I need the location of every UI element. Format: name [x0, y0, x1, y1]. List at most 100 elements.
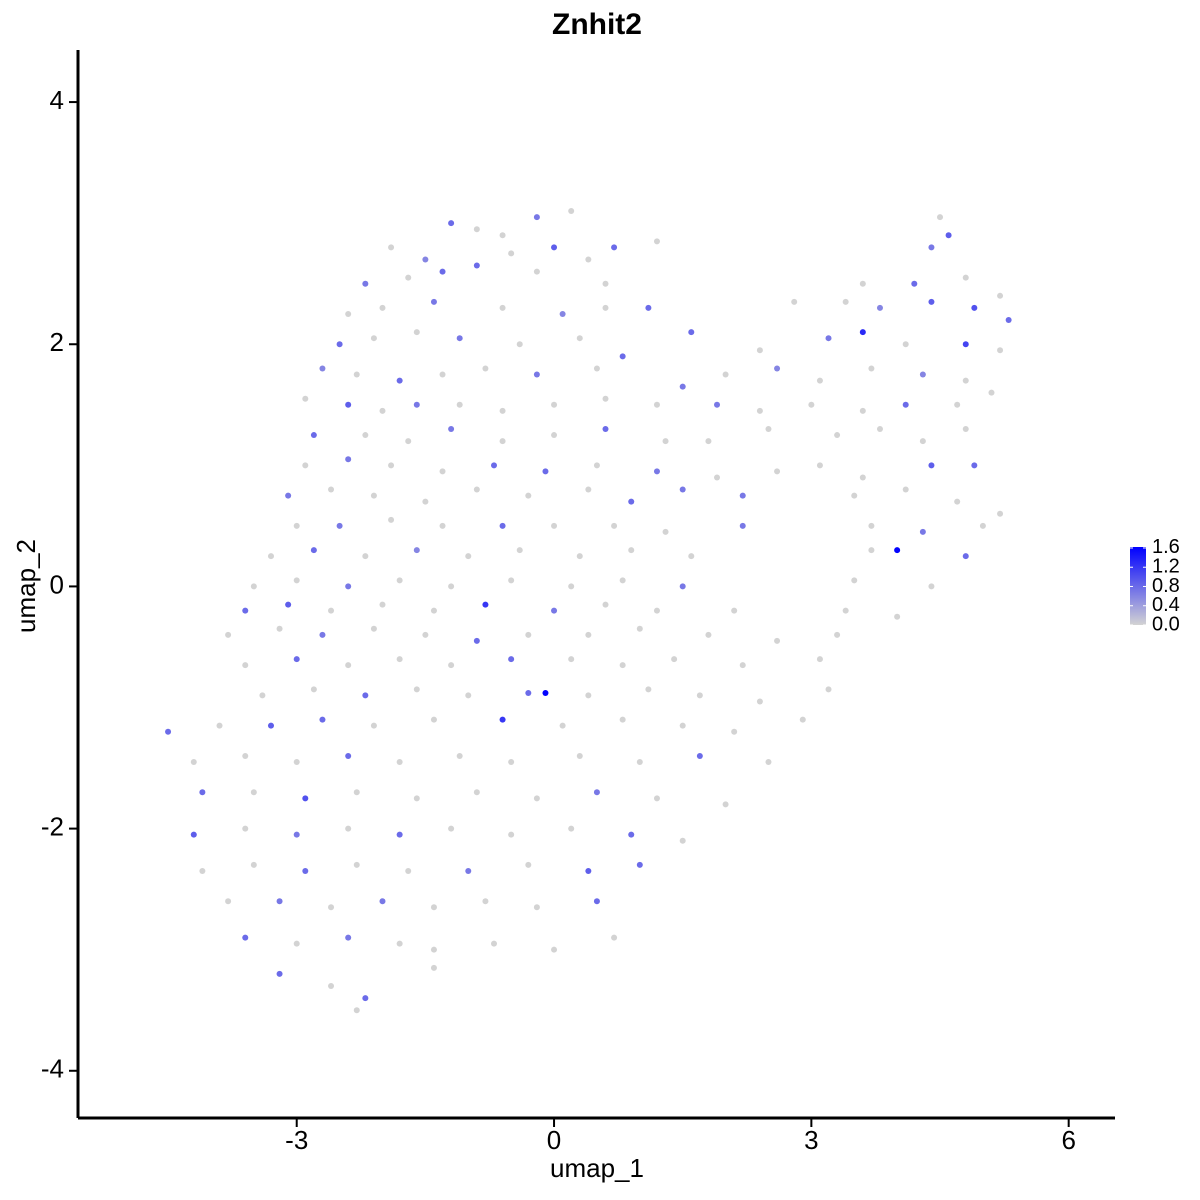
- point: [568, 583, 575, 590]
- point: [448, 662, 455, 669]
- point: [928, 462, 935, 469]
- point: [705, 438, 712, 445]
- point: [165, 728, 172, 735]
- point: [825, 686, 832, 693]
- point: [439, 371, 446, 378]
- point: [319, 631, 326, 638]
- point: [525, 631, 532, 638]
- point: [919, 528, 926, 535]
- point: [551, 607, 558, 614]
- point: [242, 662, 249, 669]
- point: [353, 789, 360, 796]
- point: [816, 377, 823, 384]
- point: [448, 583, 455, 590]
- point: [774, 468, 781, 475]
- point: [714, 401, 721, 408]
- point: [362, 692, 369, 699]
- point: [902, 401, 909, 408]
- x-tick-label: -3: [285, 1125, 308, 1155]
- point: [242, 607, 249, 614]
- point: [370, 492, 377, 499]
- point: [576, 752, 583, 759]
- point: [319, 365, 326, 372]
- point: [396, 759, 403, 765]
- point: [868, 365, 875, 372]
- point: [928, 583, 935, 590]
- point: [868, 547, 875, 554]
- point: [551, 244, 558, 251]
- point: [739, 662, 746, 669]
- point: [816, 656, 823, 663]
- point: [533, 904, 540, 911]
- point: [439, 268, 446, 275]
- point: [422, 256, 429, 263]
- point: [473, 789, 480, 796]
- point: [842, 298, 849, 305]
- point: [465, 553, 472, 560]
- colorbar-label: 0.0: [1152, 613, 1180, 635]
- point: [653, 238, 660, 245]
- point: [225, 898, 232, 905]
- point: [902, 486, 909, 493]
- point: [242, 825, 249, 832]
- point: [645, 686, 652, 693]
- x-tick-label: 0: [547, 1125, 561, 1155]
- point: [997, 347, 1004, 354]
- point: [551, 432, 558, 439]
- point: [430, 946, 437, 953]
- point: [405, 867, 412, 874]
- point: [190, 831, 197, 838]
- point: [430, 298, 437, 305]
- point: [919, 371, 926, 378]
- point: [499, 304, 506, 311]
- point: [602, 601, 609, 608]
- point: [774, 365, 781, 372]
- point: [593, 462, 600, 469]
- point: [962, 341, 969, 348]
- point: [250, 789, 257, 796]
- point: [559, 310, 566, 317]
- point: [542, 689, 549, 696]
- point: [679, 837, 686, 844]
- x-axis-label: umap_1: [550, 1153, 644, 1183]
- point: [508, 250, 515, 257]
- point: [302, 395, 309, 402]
- point: [619, 716, 626, 723]
- point: [310, 547, 317, 554]
- point: [593, 365, 600, 372]
- point: [379, 407, 386, 414]
- point: [430, 904, 437, 911]
- point: [336, 522, 343, 529]
- colorbar-label: 1.2: [1152, 556, 1180, 578]
- point: [465, 867, 472, 874]
- point: [628, 831, 635, 838]
- point: [971, 462, 978, 469]
- point: [842, 607, 849, 614]
- point: [533, 214, 540, 221]
- point: [456, 752, 463, 759]
- point: [559, 722, 566, 729]
- point: [533, 371, 540, 378]
- point: [876, 426, 883, 433]
- point: [396, 656, 403, 663]
- point: [242, 752, 249, 759]
- point: [276, 898, 283, 905]
- point: [551, 401, 558, 408]
- point: [473, 637, 480, 644]
- point: [293, 577, 300, 584]
- point: [851, 577, 858, 584]
- point: [388, 462, 395, 469]
- point: [859, 280, 866, 287]
- point: [293, 656, 300, 663]
- colorbar-label: 1.6: [1152, 536, 1180, 558]
- point: [225, 631, 232, 638]
- point: [602, 395, 609, 402]
- point: [739, 492, 746, 499]
- point: [353, 1007, 360, 1014]
- point: [328, 486, 335, 493]
- point: [611, 244, 618, 251]
- point: [345, 310, 352, 317]
- point: [345, 934, 352, 941]
- point: [551, 522, 558, 529]
- point: [508, 656, 515, 663]
